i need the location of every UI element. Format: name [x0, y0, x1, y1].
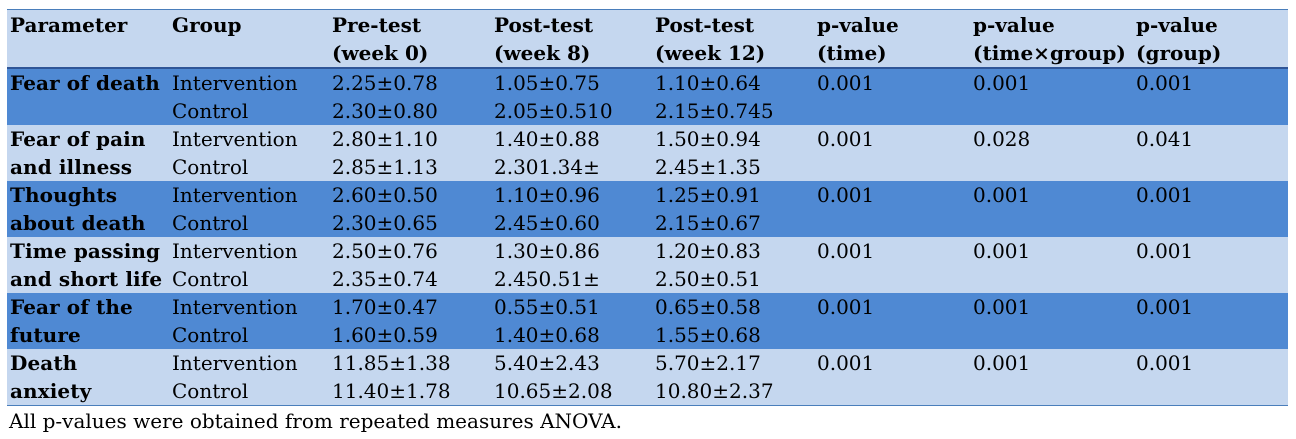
- parameter-cell: Death anxiety: [10, 351, 92, 403]
- parameter-cell: Fear of death: [10, 71, 160, 95]
- p-value-time-cell: 0.001: [817, 351, 875, 375]
- header-post-test-week12: Post-test (week 12): [655, 13, 766, 65]
- p-value-time-cell: 0.001: [817, 183, 875, 207]
- header-p-value-group: p-value (group): [1136, 13, 1222, 65]
- parameter-cell: Time passing and short life: [10, 239, 163, 291]
- header-parameter: Parameter: [10, 13, 128, 37]
- table-row: Thoughts about death Intervention Control 2.…: [7, 181, 1288, 237]
- post-test-week8-cell: 1.05±0.75 2.05±0.510: [494, 71, 613, 123]
- post-test-week8-cell: 5.40±2.43 10.65±2.08: [494, 351, 613, 403]
- results-table: Parameter Group Pre-test (week 0) Post-te…: [7, 9, 1288, 406]
- p-value-interaction-cell: 0.028: [973, 127, 1031, 151]
- p-value-group-cell: 0.001: [1136, 71, 1194, 95]
- table-row: Fear of the future Intervention Control 1.70…: [7, 293, 1288, 349]
- table-row: Fear of pain and illness Intervention Contr…: [7, 125, 1288, 181]
- table-row: Death anxiety Intervention Control 11.85±1.3…: [7, 349, 1288, 406]
- pre-test-cell: 2.60±0.50 2.30±0.65: [332, 183, 438, 235]
- post-test-week12-cell: 5.70±2.17 10.80±2.37: [655, 351, 774, 403]
- table-row: Time passing and short life Intervention Co…: [7, 237, 1288, 293]
- p-value-interaction-cell: 0.001: [973, 351, 1031, 375]
- header-p-value-interaction: p-value (time×group): [973, 13, 1126, 65]
- group-cell: Intervention Control: [172, 239, 298, 291]
- pre-test-cell: 2.80±1.10 2.85±1.13: [332, 127, 438, 179]
- post-test-week8-cell: 1.10±0.96 2.45±0.60: [494, 183, 600, 235]
- table-footnote: All p-values were obtained from repeated…: [9, 409, 622, 433]
- group-cell: Intervention Control: [172, 127, 298, 179]
- post-test-week12-cell: 0.65±0.58 1.55±0.68: [655, 295, 761, 347]
- parameter-cell: Fear of pain and illness: [10, 127, 146, 179]
- table-row: Fear of death Intervention Control 2.25±0.7…: [7, 68, 1288, 125]
- pre-test-cell: 2.50±0.76 2.35±0.74: [332, 239, 438, 291]
- p-value-time-cell: 0.001: [817, 127, 875, 151]
- p-value-group-cell: 0.041: [1136, 127, 1194, 151]
- pre-test-cell: 1.70±0.47 1.60±0.59: [332, 295, 438, 347]
- p-value-interaction-cell: 0.001: [973, 239, 1031, 263]
- header-group: Group: [172, 13, 242, 37]
- post-test-week8-cell: 1.30±0.86 2.450.51±: [494, 239, 600, 291]
- p-value-group-cell: 0.001: [1136, 351, 1194, 375]
- p-value-group-cell: 0.001: [1136, 239, 1194, 263]
- post-test-week12-cell: 1.25±0.91 2.15±0.67: [655, 183, 761, 235]
- p-value-time-cell: 0.001: [817, 239, 875, 263]
- parameter-cell: Thoughts about death: [10, 183, 146, 235]
- group-cell: Intervention Control: [172, 351, 298, 403]
- post-test-week12-cell: 1.10±0.64 2.15±0.745: [655, 71, 774, 123]
- header-pre-test: Pre-test (week 0): [332, 13, 429, 65]
- p-value-interaction-cell: 0.001: [973, 71, 1031, 95]
- p-value-group-cell: 0.001: [1136, 183, 1194, 207]
- post-test-week8-cell: 0.55±0.51 1.40±0.68: [494, 295, 600, 347]
- pre-test-cell: 11.85±1.38 11.40±1.78: [332, 351, 451, 403]
- group-cell: Intervention Control: [172, 295, 298, 347]
- p-value-time-cell: 0.001: [817, 71, 875, 95]
- header-post-test-week8: Post-test (week 8): [494, 13, 594, 65]
- parameter-cell: Fear of the future: [10, 295, 133, 347]
- p-value-time-cell: 0.001: [817, 295, 875, 319]
- pre-test-cell: 2.25±0.78 2.30±0.80: [332, 71, 438, 123]
- group-cell: Intervention Control: [172, 183, 298, 235]
- header-p-value-time: p-value (time): [817, 13, 899, 65]
- p-value-interaction-cell: 0.001: [973, 183, 1031, 207]
- group-cell: Intervention Control: [172, 71, 298, 123]
- post-test-week12-cell: 1.50±0.94 2.45±1.35: [655, 127, 761, 179]
- table-header-row: Parameter Group Pre-test (week 0) Post-te…: [7, 9, 1288, 68]
- post-test-week12-cell: 1.20±0.83 2.50±0.51: [655, 239, 761, 291]
- p-value-interaction-cell: 0.001: [973, 295, 1031, 319]
- p-value-group-cell: 0.001: [1136, 295, 1194, 319]
- post-test-week8-cell: 1.40±0.88 2.301.34±: [494, 127, 600, 179]
